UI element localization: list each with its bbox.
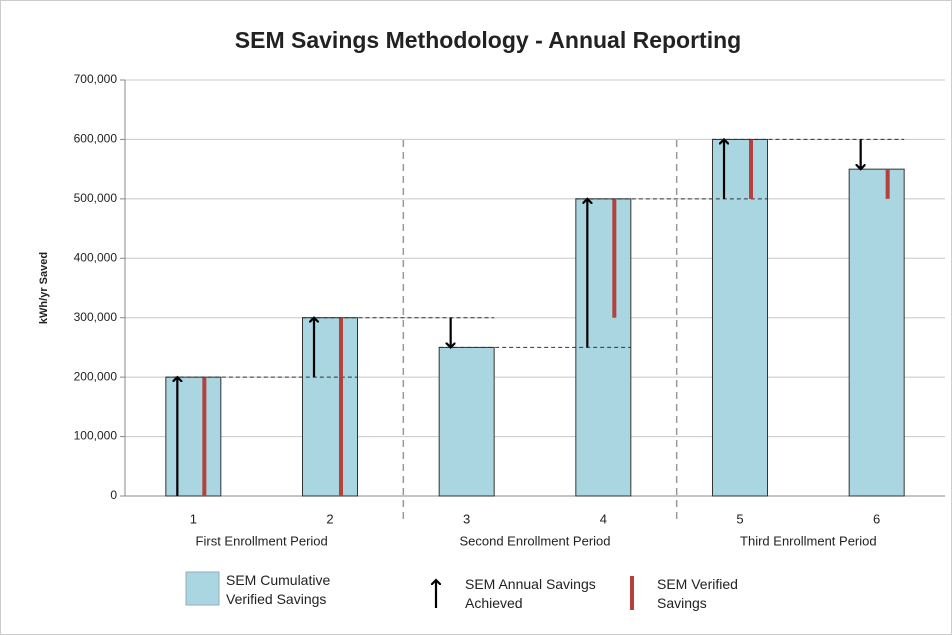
y-tick-label: 200,000 xyxy=(74,369,118,383)
verified-bar xyxy=(339,317,343,496)
y-tick-label: 300,000 xyxy=(74,310,118,324)
legend-label: SEM Verified Savings xyxy=(657,576,738,611)
x-tick-label: 3 xyxy=(463,511,470,526)
x-tick-label: 5 xyxy=(736,511,743,526)
y-tick-label: 400,000 xyxy=(74,250,118,264)
bar xyxy=(438,346,495,497)
legend-label: SEM Annual Savings Achieved xyxy=(465,576,596,611)
verified-bar xyxy=(612,198,617,318)
y-tick-label: 600,000 xyxy=(74,132,118,146)
chart-title: SEM Savings Methodology - Annual Reporti… xyxy=(235,27,741,53)
y-tick-label: 100,000 xyxy=(74,429,118,443)
y-tick-label: 500,000 xyxy=(74,191,118,205)
y-tick-label: 700,000 xyxy=(74,72,118,86)
y-axis-label: kWh/yr Saved xyxy=(38,252,50,324)
legend-swatch xyxy=(185,571,220,606)
bar xyxy=(712,138,768,497)
legend-label: SEM Cumulative Verified Savings xyxy=(226,572,331,607)
verified-bar xyxy=(202,377,207,496)
x-tick-label: 4 xyxy=(600,511,607,526)
y-tick-label: 0 xyxy=(110,488,117,502)
x-tick-label: 2 xyxy=(326,511,333,526)
period-label: Third Enrollment Period xyxy=(740,533,877,548)
bar xyxy=(848,168,905,497)
period-label: Second Enrollment Period xyxy=(459,533,610,548)
x-tick-label: 1 xyxy=(190,511,197,526)
verified-bar xyxy=(749,139,753,199)
bar xyxy=(165,376,222,497)
legend-verified xyxy=(630,576,634,610)
bar xyxy=(302,317,358,497)
x-tick-label: 6 xyxy=(873,511,880,526)
period-label: First Enrollment Period xyxy=(196,533,328,548)
verified-bar xyxy=(885,169,890,199)
